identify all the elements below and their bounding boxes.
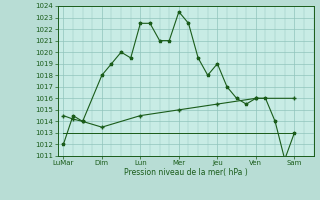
X-axis label: Pression niveau de la mer( hPa ): Pression niveau de la mer( hPa ) <box>124 168 247 177</box>
